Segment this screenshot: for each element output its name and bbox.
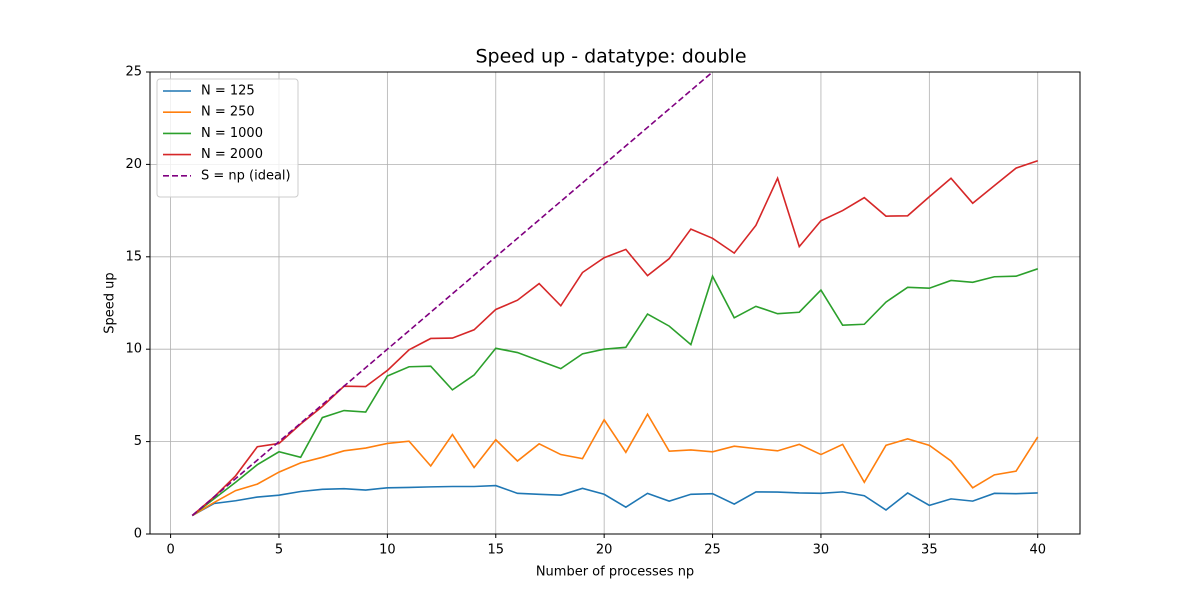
legend-label: N = 1000 — [201, 126, 263, 141]
x-tick-label: 40 — [1029, 543, 1046, 558]
x-axis-label: Number of processes np — [536, 565, 694, 580]
series-line — [191, 159, 1038, 517]
y-tick-label: 25 — [125, 65, 142, 80]
y-tick-label: 5 — [134, 434, 142, 449]
legend-label: N = 250 — [201, 105, 255, 120]
plot-frame — [149, 71, 1081, 535]
x-tick-label: 5 — [275, 543, 283, 558]
x-tick-label: 25 — [704, 543, 721, 558]
chart-title: Speed up - datatype: double — [475, 46, 746, 68]
x-tick-label: 20 — [596, 543, 613, 558]
x-tick-label: 15 — [487, 543, 504, 558]
x-tick-label: 30 — [813, 543, 830, 558]
y-tick-label: 20 — [125, 157, 142, 172]
legend-label: N = 125 — [201, 84, 255, 99]
y-axis-label: Speed up — [103, 272, 118, 333]
x-tick-label: 0 — [166, 543, 174, 558]
y-tick-label: 15 — [125, 249, 142, 264]
series-line — [191, 268, 1038, 517]
series-line — [191, 72, 714, 517]
legend-label: N = 2000 — [201, 147, 263, 162]
x-tick-label: 10 — [379, 543, 396, 558]
legend-label: S = np (ideal) — [201, 168, 291, 183]
legend-box — [156, 78, 299, 198]
series-line — [191, 484, 1038, 517]
x-tick-label: 35 — [921, 543, 938, 558]
y-tick-label: 0 — [134, 527, 142, 542]
y-tick-label: 10 — [125, 342, 142, 357]
series-line — [191, 412, 1039, 517]
